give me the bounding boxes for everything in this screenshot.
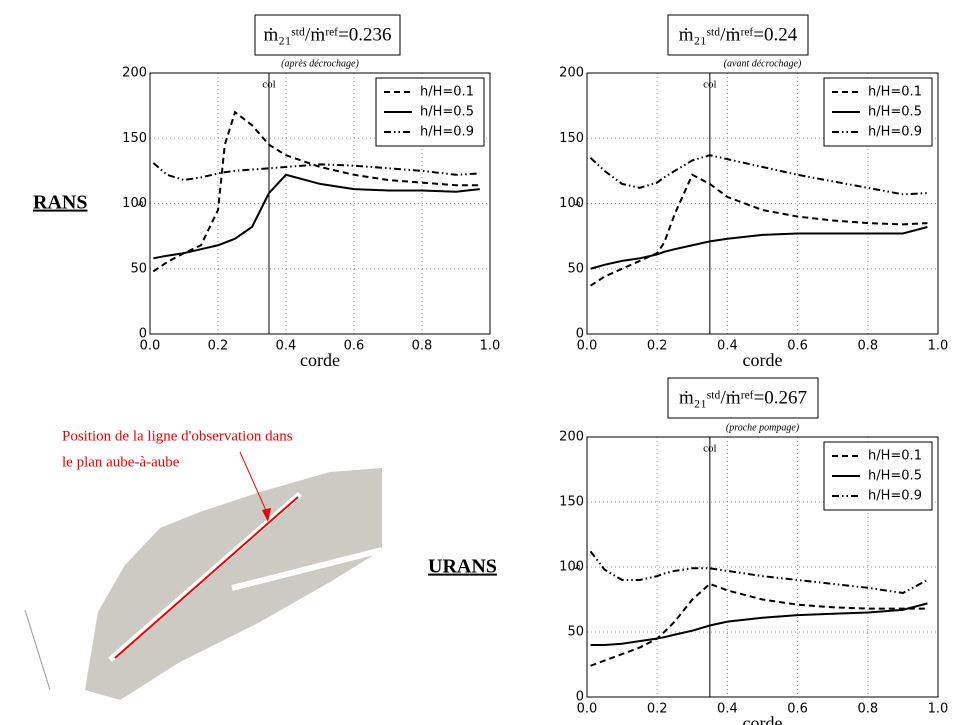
y-tick-label: 0: [139, 327, 147, 342]
annotation-label: col: [262, 79, 275, 91]
x-tick-label: 0.8: [857, 339, 878, 354]
y-tick-label: 200: [122, 66, 147, 81]
x-tick-label: 0.4: [276, 339, 297, 354]
slit: [108, 491, 302, 663]
series-line: [589, 154, 928, 196]
legend: h/H=0.1 h/H=0.5 h/H=0.9: [823, 77, 933, 147]
arrow-head: [262, 508, 271, 522]
title-box: [254, 14, 401, 56]
chart-subtitle: (avant décrochage): [724, 58, 802, 69]
series-line: [152, 110, 480, 273]
chart-title: ṁ₂₁ˢᵗᵈ/ṁʳᵉᶠ=0.267: [679, 387, 807, 408]
legend-label: h/H=0.5: [868, 105, 922, 120]
y-tick-label: 50: [567, 625, 584, 640]
y-tick-label: 50: [567, 261, 584, 276]
x-tick-label: 0.6: [787, 339, 808, 354]
legend-label: h/H=0.9: [420, 125, 474, 140]
chart-title: ṁ₂₁ˢᵗᵈ/ṁʳᵉᶠ=0.236: [263, 24, 391, 45]
rans-label: RANS: [33, 192, 87, 214]
x-tick-label: 1.0: [480, 339, 501, 354]
y-tick-label: 200: [559, 430, 584, 445]
x-tick-label: 0.6: [787, 702, 808, 717]
y-tick-label: 50: [130, 261, 147, 276]
series-line: [589, 173, 928, 287]
plot-frame: [586, 436, 939, 698]
x-tick-label: 0.0: [577, 702, 598, 717]
legend-label: h/H=0.1: [868, 449, 922, 464]
blade-diagram: Position de la ligne d'observation dans …: [24, 428, 383, 700]
y-axis-label: s: [131, 201, 146, 206]
y-tick-label: 100: [559, 196, 584, 211]
plot-frame: [149, 72, 491, 335]
x-tick-label: 0.4: [717, 702, 738, 717]
title-box: [667, 14, 809, 56]
x-tick-label: 1.0: [928, 339, 949, 354]
x-axis-label: corde: [743, 713, 783, 725]
x-tick-label: 0.8: [412, 339, 433, 354]
urans-label: URANS: [428, 556, 497, 578]
x-tick-label: 0.2: [208, 339, 229, 354]
observation-line: [114, 496, 299, 659]
annotation-label: col: [703, 443, 716, 455]
x-tick-label: 0.8: [857, 702, 878, 717]
plot-frame: [586, 72, 939, 335]
legend-label: h/H=0.1: [868, 85, 922, 100]
series-line: [590, 602, 928, 646]
legend: h/H=0.1 h/H=0.5 h/H=0.9: [823, 441, 933, 511]
series-line: [590, 226, 928, 270]
legend-label: h/H=0.5: [420, 105, 474, 120]
chart-title: ṁ₂₁ˢᵗᵈ/ṁʳᵉᶠ=0.24: [679, 24, 798, 45]
x-tick-label: 0.4: [717, 339, 738, 354]
arrow: [239, 451, 269, 516]
x-axis-label: corde: [300, 350, 340, 370]
title-box: [667, 377, 819, 419]
diagram-annotation: Position de la ligne d'observation dans: [62, 428, 293, 444]
y-tick-label: 150: [559, 131, 584, 146]
y-axis-label: s: [568, 201, 583, 206]
x-tick-label: 1.0: [928, 702, 949, 717]
y-axis-label: s: [568, 564, 583, 569]
y-tick-label: 0: [576, 327, 584, 342]
x-axis-label: corde: [743, 350, 783, 370]
series-line: [152, 162, 480, 182]
legend-label: h/H=0.9: [868, 125, 922, 140]
series-line: [153, 173, 480, 260]
y-tick-label: 100: [559, 560, 584, 575]
legend-label: h/H=0.9: [868, 489, 922, 504]
y-tick-label: 0: [576, 690, 584, 705]
diagram-annotation: le plan aube-à-aube: [62, 454, 180, 470]
x-tick-label: 0.2: [647, 339, 668, 354]
blade: [85, 468, 382, 700]
legend: h/H=0.1 h/H=0.5 h/H=0.9: [375, 77, 485, 147]
chart-subtitle: (après décrochage): [281, 58, 359, 69]
y-tick-label: 200: [559, 66, 584, 81]
slit: [231, 547, 383, 591]
y-tick-label: 150: [559, 495, 584, 510]
x-tick-label: 0.0: [577, 339, 598, 354]
x-tick-label: 0.0: [140, 339, 161, 354]
x-tick-label: 0.2: [647, 702, 668, 717]
series-line: [590, 582, 928, 667]
chart-subtitle: (proche pompage): [726, 422, 800, 433]
x-tick-label: 0.6: [344, 339, 365, 354]
y-tick-label: 100: [122, 196, 147, 211]
legend-label: h/H=0.5: [868, 469, 922, 484]
edge-line: [24, 609, 51, 691]
annotation-label: col: [703, 79, 716, 91]
legend-label: h/H=0.1: [420, 85, 474, 100]
y-tick-label: 150: [122, 131, 147, 146]
